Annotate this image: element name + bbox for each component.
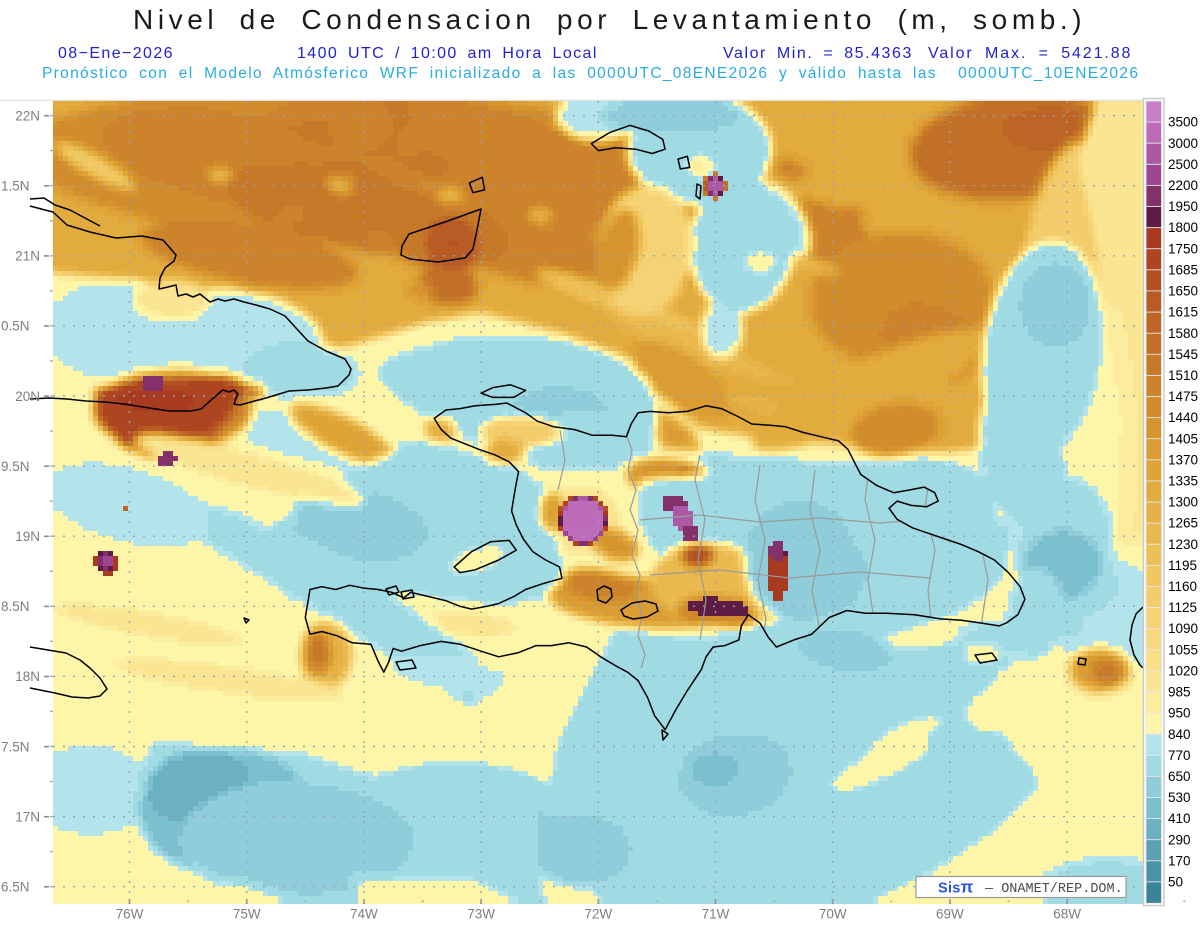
svg-text:1800: 1800 — [1168, 220, 1198, 235]
svg-text:1580: 1580 — [1168, 326, 1198, 341]
svg-text:1125: 1125 — [1168, 600, 1197, 615]
svg-text:17N: 17N — [15, 809, 40, 824]
svg-text:1950: 1950 — [1168, 199, 1198, 214]
svg-text:1510: 1510 — [1168, 368, 1198, 383]
svg-text:1090: 1090 — [1168, 621, 1198, 636]
svg-text:— ONAMET/REP.DOM.: — ONAMET/REP.DOM. — [984, 882, 1123, 897]
svg-text:1750: 1750 — [1168, 241, 1198, 256]
svg-text:21N: 21N — [15, 249, 40, 264]
svg-text:1370: 1370 — [1168, 452, 1198, 467]
svg-text:69W: 69W — [936, 907, 964, 922]
svg-text:1685: 1685 — [1168, 262, 1198, 277]
svg-text:1195: 1195 — [1168, 558, 1197, 573]
svg-text:74W: 74W — [350, 907, 378, 922]
svg-text:73W: 73W — [467, 907, 495, 922]
svg-text:68W: 68W — [1053, 907, 1081, 922]
svg-text:22N: 22N — [15, 108, 40, 123]
svg-text:985: 985 — [1168, 685, 1191, 700]
svg-text:1300: 1300 — [1168, 495, 1198, 510]
svg-text:2500: 2500 — [1168, 157, 1198, 172]
svg-text:650: 650 — [1168, 769, 1191, 784]
svg-text:8.5N: 8.5N — [1, 599, 30, 614]
svg-text:75W: 75W — [233, 907, 261, 922]
svg-text:1545: 1545 — [1168, 347, 1198, 362]
svg-text:170: 170 — [1168, 853, 1191, 868]
svg-text:0.5N: 0.5N — [1, 319, 30, 334]
svg-text:1020: 1020 — [1168, 663, 1198, 678]
svg-text:1265: 1265 — [1168, 516, 1198, 531]
svg-text:2200: 2200 — [1168, 178, 1198, 193]
svg-text:6.5N: 6.5N — [1, 880, 30, 895]
svg-text:9.5N: 9.5N — [1, 459, 30, 474]
svg-text:530: 530 — [1168, 790, 1191, 805]
svg-text:1055: 1055 — [1168, 642, 1198, 657]
svg-text:1160: 1160 — [1168, 579, 1197, 594]
svg-text:Sisπ: Sisπ — [938, 879, 974, 897]
svg-text:1615: 1615 — [1168, 305, 1198, 320]
svg-text:950: 950 — [1168, 706, 1191, 721]
svg-text:1.5N: 1.5N — [1, 179, 30, 194]
svg-text:76W: 76W — [116, 907, 144, 922]
svg-text:19N: 19N — [15, 529, 40, 544]
svg-text:290: 290 — [1168, 832, 1191, 847]
svg-text:3500: 3500 — [1168, 115, 1198, 130]
svg-text:3000: 3000 — [1168, 136, 1198, 151]
svg-text:70W: 70W — [819, 907, 847, 922]
svg-text:20N: 20N — [15, 389, 40, 404]
svg-text:50: 50 — [1168, 875, 1183, 890]
svg-text:770: 770 — [1168, 748, 1191, 763]
svg-text:1650: 1650 — [1168, 284, 1198, 299]
svg-text:18N: 18N — [15, 669, 40, 684]
svg-text:1335: 1335 — [1168, 474, 1198, 489]
svg-text:840: 840 — [1168, 727, 1191, 742]
svg-text:1440: 1440 — [1168, 410, 1198, 425]
svg-text:71W: 71W — [702, 907, 730, 922]
svg-text:410: 410 — [1168, 811, 1191, 826]
svg-text:7.5N: 7.5N — [1, 739, 30, 754]
svg-text:1230: 1230 — [1168, 537, 1198, 552]
svg-text:1405: 1405 — [1168, 431, 1198, 446]
svg-text:1475: 1475 — [1168, 389, 1198, 404]
svg-text:72W: 72W — [584, 907, 612, 922]
